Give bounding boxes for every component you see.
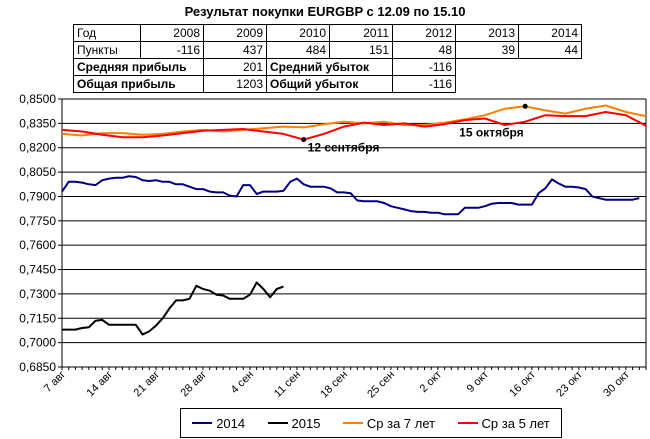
y-tick-label: 0,8500 (19, 92, 56, 106)
annotation-label: 15 октября (459, 125, 523, 139)
x-tick-label: 11 сен (272, 369, 303, 400)
series-lines (61, 104, 647, 336)
table-cell: Пункты (73, 41, 141, 59)
table-cell: 44 (518, 41, 582, 59)
total-loss-value: -116 (392, 75, 456, 93)
x-tick-label: 23 окт (554, 369, 585, 400)
y-axis: 0,6850 0,7000 0,7150 0,7300 0,7450 0,7600 0,77… (19, 92, 63, 374)
legend-label: Ср за 7 лет (366, 415, 436, 431)
points-row: Пункты -116 437 484 151 48 39 44 (73, 41, 582, 59)
legend-label: Ср за 5 лет (481, 415, 550, 431)
annotation-marker (301, 137, 307, 143)
table-cell: 2008 (140, 24, 204, 42)
average-row: Средняя прибыль 201 Средний убыток -116 (73, 58, 582, 76)
x-tick-label: 21 авг (132, 369, 163, 400)
x-tick-label: 2 окт (418, 369, 444, 395)
series-line-Ср за 7 лет (61, 104, 647, 137)
chart-title: Результат покупки EURGBP с 12.09 по 15.1… (184, 4, 466, 19)
legend-item: 2015 (267, 415, 321, 431)
legend-item: Ср за 7 лет (342, 415, 436, 431)
line-chart: 0,6850 0,7000 0,7150 0,7300 0,7450 0,7600 0,77… (19, 92, 647, 401)
y-tick-label: 0,7450 (19, 263, 56, 277)
total-loss-label: Общий убыток (266, 75, 393, 93)
y-tick-label: 0,8050 (19, 165, 56, 179)
table-cell: 2014 (518, 24, 582, 42)
series-line-2014 (61, 175, 640, 216)
total-row: Общая прибыль 1203 Общий убыток -116 (73, 75, 582, 93)
legend-label: 2014 (216, 415, 246, 431)
total-profit-value: 1203 (203, 75, 267, 93)
x-tick-label: 25 сен (365, 369, 397, 401)
y-tick-label: 0,7900 (19, 189, 56, 203)
series-line-Ср за 5 лет (61, 111, 647, 141)
table-cell: 2012 (392, 24, 456, 42)
legend-label: 2015 (291, 415, 321, 431)
table-cell: 39 (455, 41, 519, 59)
legend-item: 2014 (192, 416, 245, 431)
annotation-marker (522, 103, 528, 109)
y-tick-label: 0,7000 (19, 336, 56, 350)
total-profit-label: Общая прибыль (73, 75, 204, 93)
legend-swatch (342, 422, 363, 424)
annotations: 12 сентября 15 октября (301, 103, 528, 155)
y-tick-label: 0,7750 (19, 214, 56, 228)
results-table: Год 2008 2009 2010 2011 2012 2013 2014 П… (73, 24, 582, 93)
y-tick-label: 0,7600 (19, 238, 56, 252)
x-tick-label: 30 окт (601, 369, 632, 400)
x-tick-label: 4 сен (229, 369, 256, 396)
x-tick-label: 14 авг (85, 369, 116, 400)
legend-swatch (267, 422, 288, 424)
y-tick-label: 0,8200 (19, 141, 56, 155)
annotation-label: 12 сентября (308, 141, 380, 155)
legend: 2014 2015 Ср за 7 лет Ср за 5 лет (180, 408, 562, 438)
y-tick-label: 0,7150 (19, 311, 56, 325)
years-row: Год 2008 2009 2010 2011 2012 2013 2014 (73, 24, 582, 42)
avg-loss-value: -116 (392, 58, 456, 76)
x-tick-label: 18 сен (318, 369, 350, 401)
legend-swatch (192, 422, 213, 424)
x-tick-label: 16 окт (507, 369, 538, 400)
legend-swatch (457, 422, 478, 424)
series-line-2015 (62, 281, 284, 336)
y-tick-label: 0,7300 (19, 287, 56, 301)
x-tick-label: 9 окт (465, 369, 491, 395)
y-tick-label: 0,8350 (19, 116, 56, 130)
legend-item: Ср за 5 лет (457, 415, 550, 431)
y-tick-label: 0,6850 (19, 360, 56, 374)
x-tick-label: 28 авг (178, 369, 209, 400)
grid-lines (62, 98, 646, 368)
